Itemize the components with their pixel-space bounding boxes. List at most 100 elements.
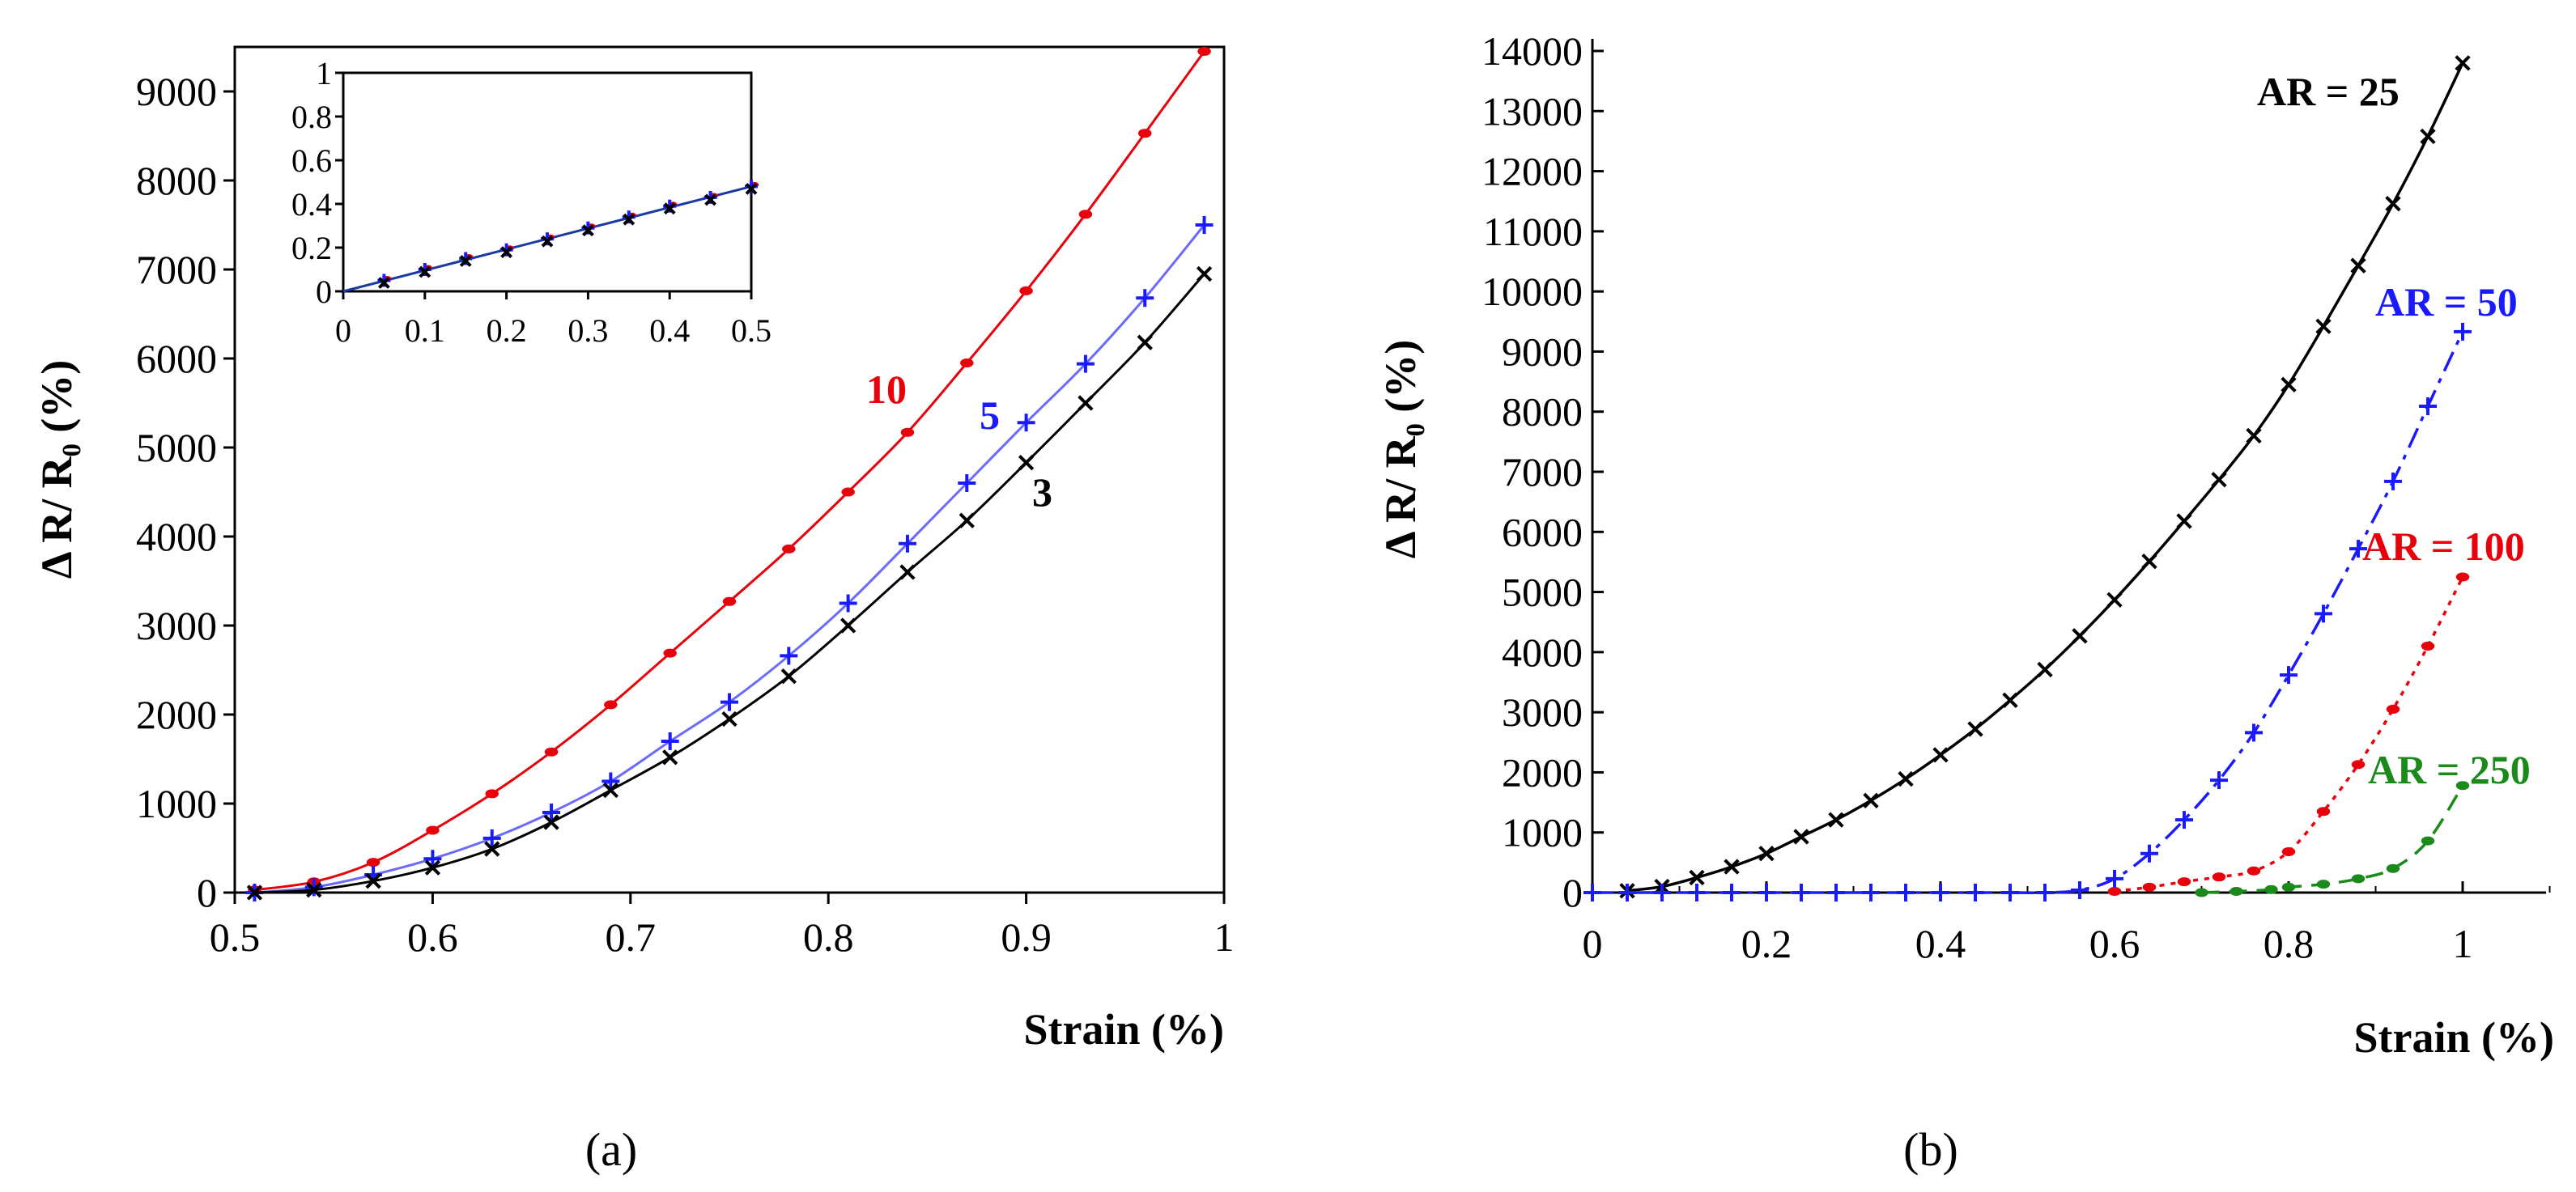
- b-point-AR250: [2195, 888, 2208, 897]
- a-point-3: [602, 782, 619, 799]
- b-point-AR50: [2036, 884, 2054, 901]
- b-point-AR100: [2455, 572, 2470, 582]
- inset-point-3: [377, 277, 390, 289]
- b-series-line-AR50: [1592, 331, 2464, 894]
- b-ytick-label: 0: [1562, 870, 1583, 915]
- a-point-10: [1137, 129, 1152, 138]
- b-ytick-label: 8000: [1502, 389, 1583, 435]
- inset-point-3: [459, 255, 472, 267]
- panel-a-series: [245, 47, 1214, 901]
- a-point-10: [485, 789, 499, 799]
- a-xtick-label: 0.6: [407, 914, 458, 960]
- a-point-3: [780, 668, 797, 685]
- panel-a-label-10: 10: [866, 367, 907, 412]
- inset-ytick-label: 0.2: [291, 230, 332, 266]
- a-ytick-label: 7000: [136, 247, 217, 292]
- a-point-10: [426, 825, 440, 835]
- a-point-5: [898, 534, 916, 553]
- a-ytick-label: 0: [197, 870, 217, 915]
- b-xtick-label: 1: [2453, 921, 2473, 966]
- panel-a-label: (a): [585, 1123, 637, 1176]
- a-point-5: [482, 829, 501, 847]
- a-point-5: [661, 732, 679, 750]
- inset-point-3: [745, 182, 758, 195]
- a-point-3: [721, 711, 738, 728]
- b-ytick-label: 1000: [1502, 810, 1583, 855]
- b-ytick-label: 5000: [1502, 570, 1583, 615]
- a-point-10: [1197, 47, 1211, 56]
- a-point-10: [900, 427, 915, 437]
- b-point-AR250: [2264, 884, 2278, 894]
- a-point-10: [841, 487, 855, 497]
- panel-b-y-ticks: 0 1000 2000 3000 4000 5000 6000 7000 8000 9000 100…: [1481, 28, 1604, 915]
- b-point-AR50: [1653, 884, 1671, 901]
- b-point-AR50: [1583, 884, 1601, 901]
- b-point-AR100: [2316, 807, 2331, 817]
- b-point-AR25: [2176, 513, 2192, 529]
- b-point-AR50: [2384, 472, 2402, 490]
- inset-point-3: [663, 202, 676, 215]
- a-point-5: [423, 850, 442, 868]
- a-point-5: [1195, 216, 1214, 234]
- b-ytick-label: 3000: [1502, 689, 1583, 735]
- inset-x-ticks: 0 0.1 0.2 0.3 0.4 0.5: [335, 291, 772, 349]
- a-ytick-label: 8000: [136, 158, 217, 203]
- a-ytick-label: 1000: [136, 781, 217, 826]
- b-point-AR25: [1863, 792, 1879, 809]
- b-point-AR50: [2175, 811, 2193, 829]
- panel-a-x-axis-title: Strain (%): [1024, 1005, 1224, 1054]
- b-point-AR50: [1618, 884, 1636, 901]
- b-point-AR100: [2386, 704, 2400, 714]
- b-point-AR50: [1688, 884, 1706, 901]
- b-ytick-label: 2000: [1502, 749, 1583, 795]
- a-xtick-label: 1: [1214, 914, 1235, 960]
- b-point-AR100: [2281, 846, 2296, 856]
- b-xtick-label: 0.2: [1741, 921, 1792, 966]
- a-point-5: [542, 804, 561, 821]
- a-point-10: [366, 858, 380, 867]
- b-ytick-label: 12000: [1481, 149, 1583, 194]
- b-point-AR50: [1862, 884, 1880, 901]
- a-point-5: [839, 594, 857, 613]
- a-point-3: [1018, 455, 1035, 471]
- inset-point-3: [704, 193, 717, 206]
- a-point-5: [1136, 289, 1154, 308]
- inset-ytick-label: 0.4: [291, 186, 332, 223]
- a-xtick-label: 0.5: [210, 914, 261, 960]
- b-series-line-AR25: [1626, 62, 2464, 893]
- b-point-AR100: [2421, 641, 2435, 651]
- a-point-3: [1196, 265, 1213, 282]
- a-point-5: [601, 772, 620, 791]
- b-ytick-label: 7000: [1502, 449, 1583, 494]
- a-point-5: [958, 474, 976, 492]
- b-point-AR25: [2037, 661, 2053, 678]
- b-ytick-label: 9000: [1502, 329, 1583, 374]
- panel-a-label-3: 3: [1032, 469, 1052, 515]
- b-point-AR50: [2315, 604, 2332, 623]
- inset-series: [342, 180, 759, 293]
- b-point-AR25: [1793, 829, 1809, 845]
- b-xtick-label: 0.6: [2089, 921, 2140, 966]
- b-point-AR25: [1898, 770, 1914, 787]
- b-point-AR50: [1827, 884, 1845, 901]
- a-ytick-label: 4000: [136, 514, 217, 559]
- b-point-AR250: [2386, 863, 2400, 873]
- a-point-3: [365, 873, 381, 889]
- inset-xtick-label: 0.5: [731, 312, 772, 349]
- inset-y-ticks: 0 0.2 0.4 0.6 0.8 1: [291, 55, 343, 310]
- panel-b-label: (b): [1903, 1123, 1958, 1176]
- a-point-3: [543, 814, 559, 830]
- b-point-AR250: [2351, 874, 2366, 884]
- a-point-3: [1078, 395, 1094, 411]
- inset-point-3: [419, 265, 431, 278]
- a-point-10: [782, 544, 796, 554]
- b-point-AR25: [2420, 128, 2436, 145]
- panel-b-label-ar100: AR = 100: [2362, 524, 2525, 569]
- b-point-AR25: [2315, 318, 2332, 334]
- panel-b-label-ar250: AR = 250: [2368, 747, 2531, 792]
- a-point-10: [604, 700, 618, 710]
- b-point-AR100: [2212, 872, 2226, 882]
- b-point-AR25: [1689, 869, 1705, 886]
- a-xtick-label: 0.8: [803, 914, 854, 960]
- b-ytick-label: 14000: [1481, 28, 1583, 74]
